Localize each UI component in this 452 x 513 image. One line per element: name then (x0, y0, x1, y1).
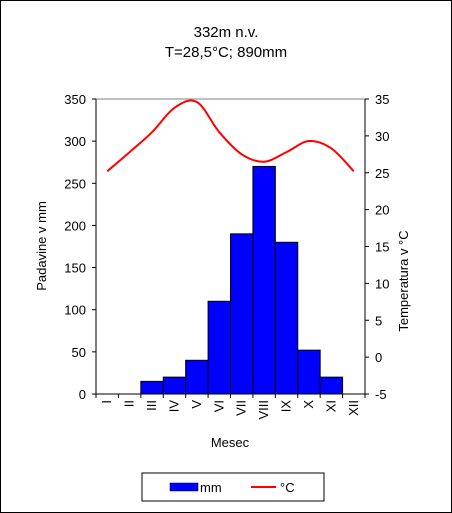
x-tick-label: V (189, 400, 204, 409)
y2-tick-label: 30 (375, 129, 389, 144)
legend-swatch-bars (169, 482, 199, 492)
x-tick-label: IV (167, 400, 182, 413)
bar-IX (274, 241, 299, 395)
x-tick-label: IX (279, 400, 294, 413)
chart-title-line-2: T=28,5°C; 890mm (165, 44, 287, 61)
bar-IV (162, 376, 187, 395)
y-tick-label: 250 (64, 176, 86, 191)
temperature-line (106, 99, 355, 173)
line-layer (106, 99, 355, 173)
y-axis-title: Padavine v mm (34, 201, 49, 291)
y2-tick-label: 10 (375, 276, 389, 291)
y-tick-label: 0 (79, 387, 86, 402)
legend: mm °C (141, 472, 325, 502)
bars-layer (140, 165, 344, 395)
x-tick-label: III (144, 400, 159, 411)
y-tick-label: 100 (64, 303, 86, 318)
y2-tick-label: 35 (375, 92, 389, 107)
x-tick-label: I (99, 400, 114, 404)
y-tick-label: 50 (72, 345, 86, 360)
y-tick-label: 300 (64, 134, 86, 149)
y2-tick-label: -5 (375, 387, 387, 402)
x-axis-title: Mesec (211, 435, 250, 450)
bar-XI (319, 376, 344, 395)
bar-VIII (252, 165, 276, 395)
y2-tick-label: 0 (375, 350, 382, 365)
bar-III (140, 380, 164, 395)
bar-VI (207, 300, 231, 395)
y2-tick-label: 25 (375, 166, 389, 181)
bar-X (297, 349, 321, 395)
x-tick-label: XI (323, 400, 338, 412)
x-tick-label: II (122, 400, 137, 407)
x-tick-label: XII (346, 400, 361, 416)
y-tick-label: 200 (64, 218, 86, 233)
x-tick-label: X (301, 400, 316, 409)
y2-tick-label: 5 (375, 313, 382, 328)
legend-box (141, 472, 325, 502)
legend-label-bars: mm (200, 480, 222, 495)
x-tick-label: VIII (256, 400, 271, 420)
x-tick-label: VII (234, 400, 249, 416)
x-tick-label: VI (211, 400, 226, 412)
y-tick-label: 350 (64, 92, 86, 107)
bar-V (185, 359, 209, 395)
y-tick-label: 150 (64, 261, 86, 276)
y2-axis-title: Temperatura v °C (396, 230, 411, 331)
y2-tick-label: 20 (375, 203, 389, 218)
legend-label-line: °C (280, 480, 295, 495)
bar-VII (230, 233, 254, 395)
chart-title-line-1: 332m n.v. (194, 24, 259, 41)
y2-tick-label: 15 (375, 240, 389, 255)
